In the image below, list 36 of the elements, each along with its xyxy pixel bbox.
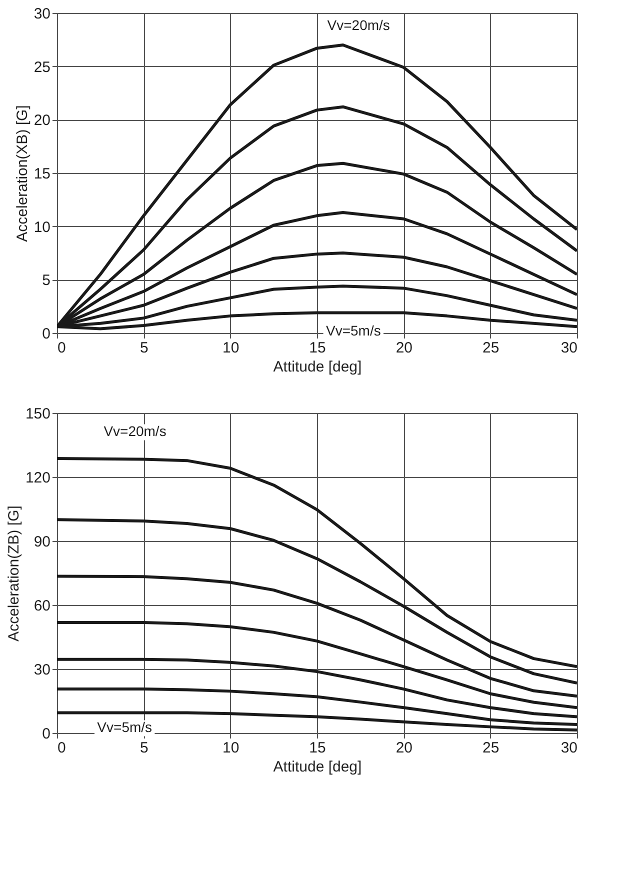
y-tick-label: 0 xyxy=(42,726,50,742)
x-tick-label: 0 xyxy=(58,740,66,756)
y-tick-label: 150 xyxy=(25,406,50,422)
y-tick-label: 30 xyxy=(34,6,50,22)
y-tick-label: 10 xyxy=(34,218,50,236)
x-axis-title: Attitude [deg] xyxy=(273,758,362,776)
y-tick-label: 25 xyxy=(34,58,50,76)
x-tick-label: 20 xyxy=(396,740,413,756)
x-tick-label: 20 xyxy=(396,340,413,356)
y-tick-label: 90 xyxy=(34,534,50,550)
annotation: Vv=5m/s xyxy=(326,322,381,338)
x-tick-label: 5 xyxy=(140,740,148,756)
y-axis-title: Acceleration(XB) [G] xyxy=(14,105,31,242)
x-tick-label: 25 xyxy=(482,340,500,356)
x-tick-label: 0 xyxy=(58,340,66,356)
x-axis-title: Attitude [deg] xyxy=(273,358,362,376)
x-tick-label: 5 xyxy=(140,340,148,356)
y-tick-label: 0 xyxy=(42,326,50,342)
y-tick-label: 5 xyxy=(42,272,50,290)
x-tick-label: 15 xyxy=(309,740,326,756)
x-tick-label: 15 xyxy=(309,340,326,356)
y-tick-label: 30 xyxy=(34,662,50,678)
y-tick-label: 120 xyxy=(25,470,50,486)
line-series xyxy=(57,711,577,732)
annotation: Vv=20m/s xyxy=(327,16,390,33)
y-tick-label: 15 xyxy=(34,166,50,182)
x-tick-label: 10 xyxy=(222,740,240,756)
y-axis-title: Acceleration(ZB) [G] xyxy=(5,506,22,642)
annotation: Vv=5m/s xyxy=(97,719,152,736)
y-tick-label: 60 xyxy=(34,598,50,614)
annotation: Vv=20m/s xyxy=(104,423,166,440)
x-tick-label: 30 xyxy=(560,740,578,756)
x-tick-label: 10 xyxy=(222,340,240,356)
x-tick-label: 30 xyxy=(560,340,578,356)
x-tick-label: 25 xyxy=(482,740,500,756)
y-tick-label: 20 xyxy=(34,112,50,130)
